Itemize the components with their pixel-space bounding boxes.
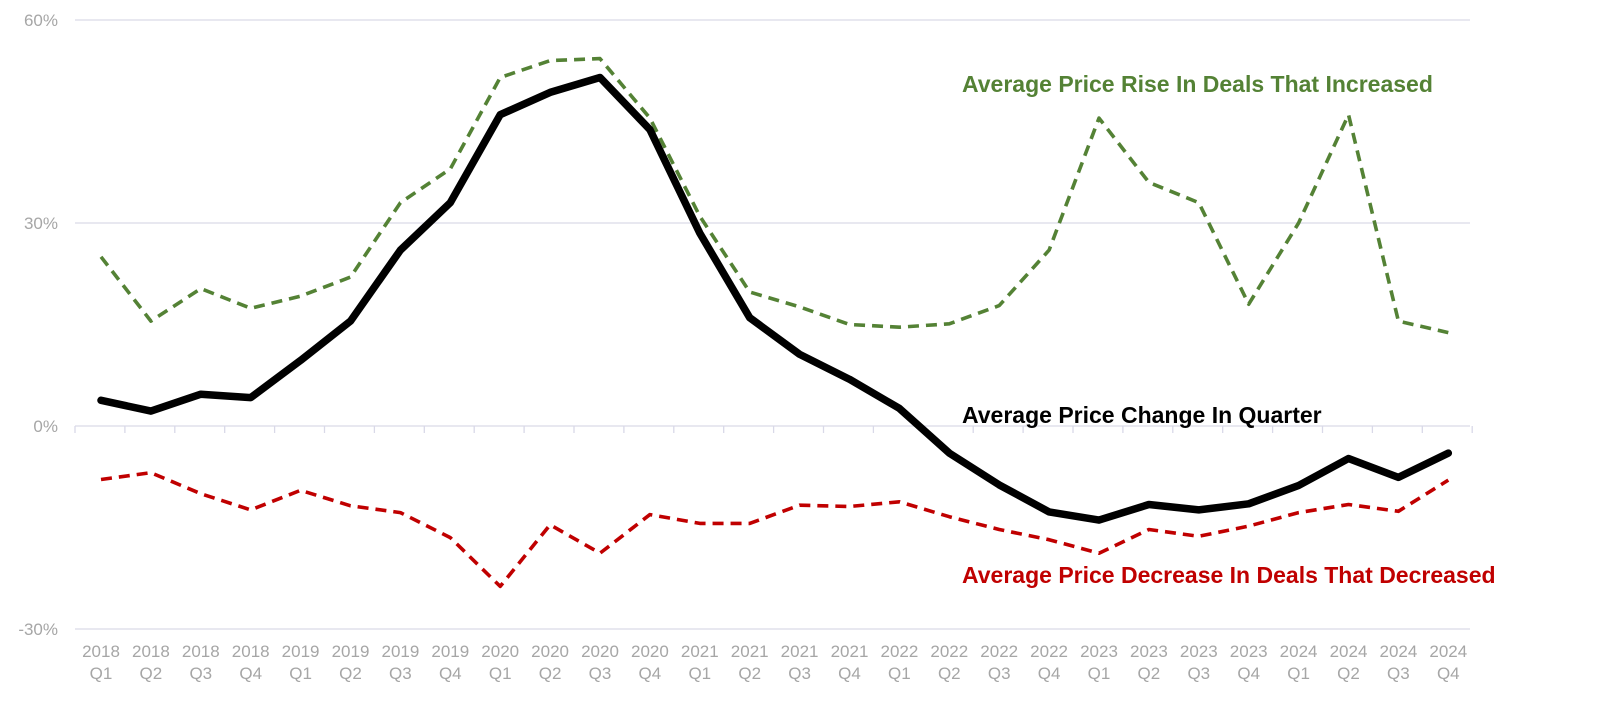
x-tick-label-year: 2023 bbox=[1080, 642, 1118, 661]
series-layer bbox=[97, 56, 1453, 589]
x-tick-label-year: 2021 bbox=[781, 642, 819, 661]
x-tick-label-quarter: Q1 bbox=[489, 664, 512, 683]
x-tick-label-quarter: Q2 bbox=[539, 664, 562, 683]
x-tick-label-quarter: Q2 bbox=[140, 664, 163, 683]
x-tick-label-quarter: Q4 bbox=[1437, 664, 1460, 683]
series-label-price-rise: Average Price Rise In Deals That Increas… bbox=[962, 71, 1433, 97]
x-tick-label-quarter: Q1 bbox=[1287, 664, 1310, 683]
series-label-price-decrease: Average Price Decrease In Deals That Dec… bbox=[962, 562, 1496, 588]
x-tick-label-quarter: Q1 bbox=[1088, 664, 1111, 683]
x-tick-label-quarter: Q1 bbox=[688, 664, 711, 683]
x-tick-label-quarter: Q2 bbox=[339, 664, 362, 683]
x-tick-label-year: 2018 bbox=[82, 642, 120, 661]
x-tick-label-year: 2024 bbox=[1330, 642, 1368, 661]
x-tick-label-year: 2018 bbox=[132, 642, 170, 661]
y-tick-label: -30% bbox=[18, 620, 58, 639]
x-tick-label-year: 2022 bbox=[1030, 642, 1068, 661]
x-tick-label-quarter: Q4 bbox=[1237, 664, 1260, 683]
x-tick-label-quarter: Q3 bbox=[788, 664, 811, 683]
series-line-price-change bbox=[97, 73, 1453, 524]
axis-layer: 60% 30% 0% -30% 2018 Q1 2018 Q2 2018 Q3 2018 Q4 2019… bbox=[18, 11, 1473, 683]
x-tick-label-quarter: Q3 bbox=[988, 664, 1011, 683]
y-tick-label: 0% bbox=[33, 417, 58, 436]
series-label-layer: Average Price Rise In Deals That Increas… bbox=[962, 71, 1496, 588]
series-line-price-decrease bbox=[100, 470, 1450, 589]
x-tick-label-year: 2024 bbox=[1379, 642, 1417, 661]
x-tick-label-quarter: Q4 bbox=[239, 664, 262, 683]
x-tick-label-year: 2021 bbox=[831, 642, 869, 661]
x-tick-label-quarter: Q2 bbox=[1138, 664, 1161, 683]
x-tick-label-year: 2023 bbox=[1180, 642, 1218, 661]
x-tick-label-year: 2019 bbox=[381, 642, 419, 661]
x-tick-label-year: 2018 bbox=[232, 642, 270, 661]
x-tick-label-quarter: Q3 bbox=[389, 664, 412, 683]
x-tick-label-year: 2022 bbox=[880, 642, 918, 661]
x-tick-label-quarter: Q4 bbox=[639, 664, 662, 683]
x-tick-label-year: 2018 bbox=[182, 642, 220, 661]
x-tick-label-year: 2021 bbox=[731, 642, 769, 661]
x-tick-label-quarter: Q2 bbox=[738, 664, 761, 683]
x-tick-label-year: 2019 bbox=[431, 642, 469, 661]
x-tick-label-quarter: Q1 bbox=[289, 664, 312, 683]
series-label-price-change: Average Price Change In Quarter bbox=[962, 402, 1322, 428]
x-tick-label-quarter: Q4 bbox=[1038, 664, 1061, 683]
x-tick-label-year: 2022 bbox=[930, 642, 968, 661]
x-tick-label-year: 2024 bbox=[1429, 642, 1467, 661]
x-tick-label-quarter: Q1 bbox=[888, 664, 911, 683]
x-tick-label-year: 2023 bbox=[1230, 642, 1268, 661]
x-tick-label-year: 2023 bbox=[1130, 642, 1168, 661]
x-tick-label-quarter: Q1 bbox=[90, 664, 113, 683]
y-tick-label: 30% bbox=[24, 214, 58, 233]
x-tick-label-quarter: Q3 bbox=[189, 664, 212, 683]
x-tick-label-year: 2019 bbox=[282, 642, 320, 661]
x-tick-label-quarter: Q3 bbox=[1387, 664, 1410, 683]
x-tick-label-year: 2020 bbox=[531, 642, 569, 661]
x-tick-label-year: 2022 bbox=[980, 642, 1018, 661]
x-tick-label-year: 2020 bbox=[581, 642, 619, 661]
x-tick-label-year: 2019 bbox=[332, 642, 370, 661]
series-line-price-rise bbox=[99, 56, 1449, 335]
x-tick-label-year: 2020 bbox=[631, 642, 669, 661]
x-tick-label-quarter: Q4 bbox=[838, 664, 861, 683]
y-tick-label: 60% bbox=[24, 11, 58, 30]
x-tick-label-year: 2021 bbox=[681, 642, 719, 661]
x-tick-label-quarter: Q3 bbox=[589, 664, 612, 683]
x-tick-label-quarter: Q3 bbox=[1187, 664, 1210, 683]
x-tick-label-year: 2024 bbox=[1280, 642, 1318, 661]
x-tick-label-quarter: Q4 bbox=[439, 664, 462, 683]
x-tick-label-quarter: Q2 bbox=[1337, 664, 1360, 683]
x-tick-label-quarter: Q2 bbox=[938, 664, 961, 683]
grid-layer bbox=[75, 19, 1470, 630]
x-tick-label-year: 2020 bbox=[481, 642, 519, 661]
